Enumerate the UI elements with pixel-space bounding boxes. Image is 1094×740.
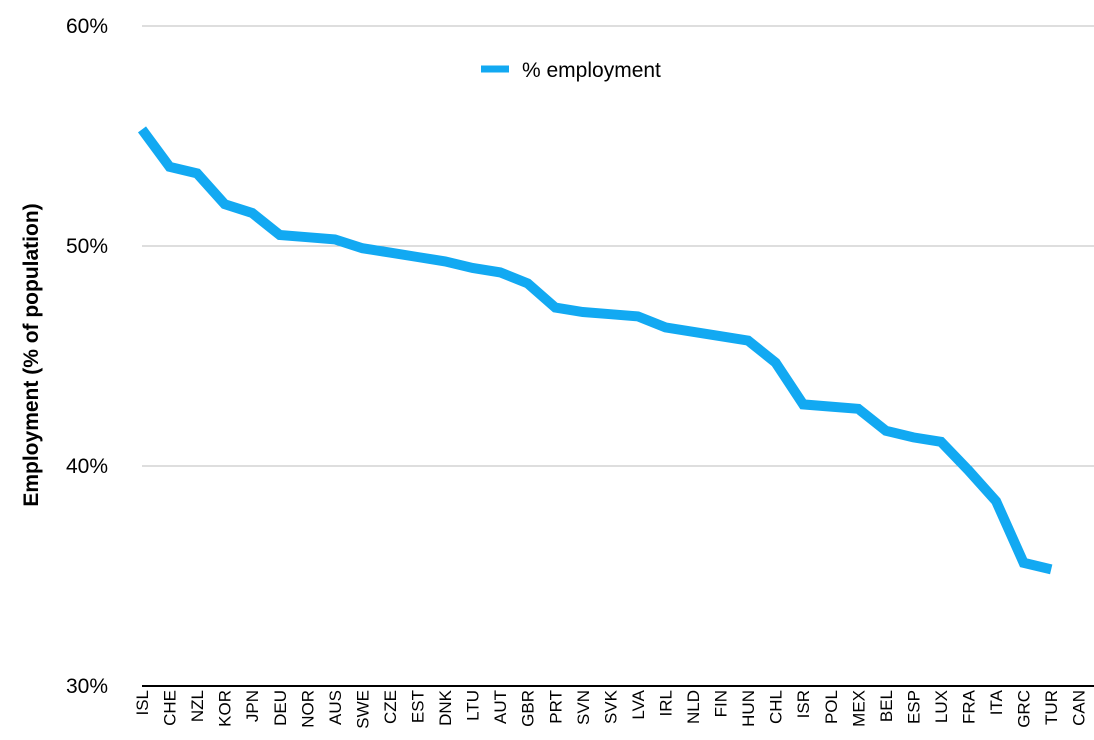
x-tick-label: MEX [849, 690, 868, 727]
x-tick-label: CHL [767, 690, 786, 724]
x-tick-label: EST [409, 690, 428, 723]
y-axis-title: Employment (% of population) [20, 203, 43, 506]
x-tick-label: ISR [794, 690, 813, 718]
x-tick-label: DEU [271, 690, 290, 726]
x-tick-label: ISL [133, 690, 152, 716]
x-tick-label: KOR [216, 690, 235, 727]
series-group [137, 126, 1053, 575]
x-tick-label: TUR [1042, 690, 1061, 725]
x-tick-label: DNK [436, 689, 455, 726]
x-tick-label: LUX [932, 690, 951, 723]
x-tick-label: ESP [904, 690, 923, 724]
x-tick-label: CAN [1070, 690, 1089, 726]
y-tick-label: 50% [66, 235, 108, 258]
x-tick-label: LTU [464, 690, 483, 721]
x-tick-label: IRL [656, 690, 675, 716]
x-tick-label: BEL [877, 690, 896, 722]
x-tick-label: ITA [987, 689, 1006, 715]
x-tick-label: LVA [629, 689, 648, 719]
gridlines [142, 25, 1094, 467]
x-axis-tick-labels: ISL CHE NZL KOR JPN DEU NOR AUS SWE CZE EST DNK LTU A… [133, 689, 1089, 729]
series-line [137, 126, 1053, 575]
legend-label: % employment [522, 59, 661, 82]
x-tick-label: JPN [243, 690, 262, 722]
x-tick-label: CZE [381, 690, 400, 724]
x-tick-label: GBR [519, 690, 538, 727]
x-tick-label: FRA [960, 689, 979, 724]
x-tick-label: SVK [601, 689, 620, 724]
x-tick-label: FIN [712, 690, 731, 717]
x-tick-label: POL [822, 690, 841, 724]
x-tick-label: NLD [684, 690, 703, 724]
y-axis-tick-labels: 30% 40% 50% 60% [66, 15, 108, 698]
x-tick-label: CHE [161, 690, 180, 726]
x-tick-label: HUN [739, 690, 758, 727]
y-tick-label: 60% [66, 15, 108, 38]
x-tick-label: GRC [1015, 690, 1034, 728]
x-tick-label: SVN [574, 690, 593, 725]
x-tick-label: NOR [298, 690, 317, 728]
x-tick-label: PRT [546, 690, 565, 724]
x-tick-label: AUT [491, 690, 510, 724]
y-tick-label: 40% [66, 455, 108, 478]
x-tick-label: SWE [353, 690, 372, 729]
legend: % employment [481, 59, 661, 82]
y-tick-label: 30% [66, 675, 108, 698]
x-tick-label: NZL [188, 690, 207, 722]
x-tick-label: AUS [326, 690, 345, 725]
